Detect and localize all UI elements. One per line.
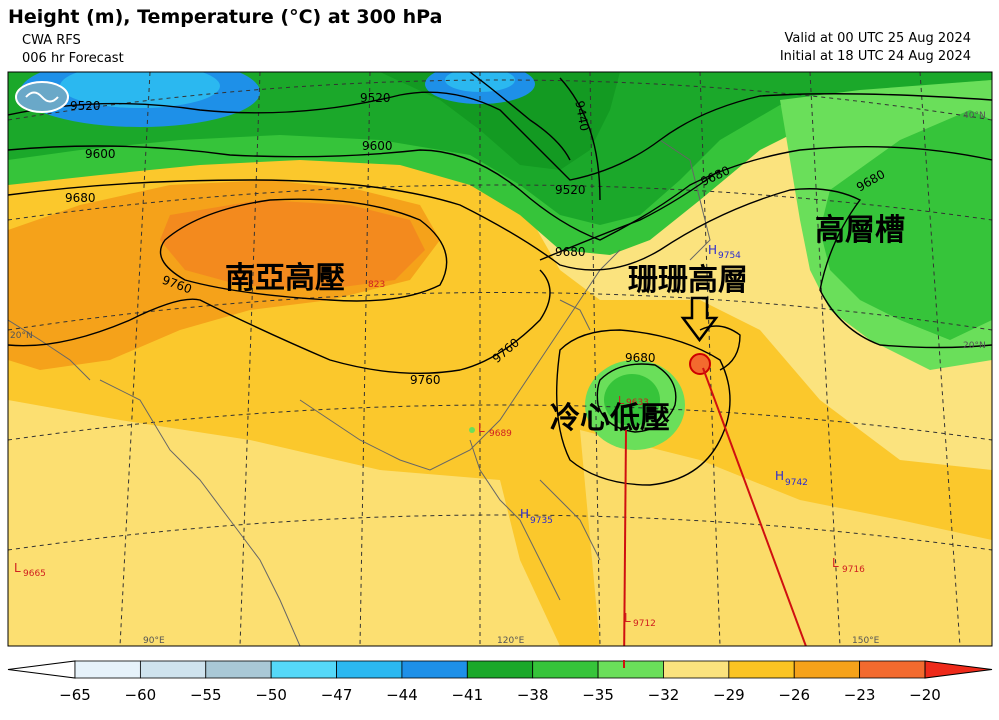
colorbar-ticks: −65 −60 −55 −50 −47 −44 −41 −38 −35 −32 −29 −26 −23 −…: [59, 686, 941, 704]
colorbar-tick-label: −29: [713, 686, 745, 704]
model-name: CWA RFS: [22, 33, 81, 48]
center-marker: L: [14, 561, 21, 575]
colorbar-segment: [728, 660, 795, 679]
red-pointer-line: [702, 367, 807, 646]
height-contours: [8, 72, 992, 486]
low-dot: [469, 427, 475, 433]
colorbar-tick-label: −23: [844, 686, 876, 704]
chart-title: Height (m), Temperature (°C) at 300 hPa: [8, 6, 443, 28]
colorbar: [7, 660, 993, 679]
colorbar-over-triangle: [924, 660, 993, 679]
initial-time: Initial at 18 UTC 24 Aug 2024: [779, 49, 971, 64]
center-marker: H: [708, 243, 717, 257]
colorbar-tick-label: −50: [255, 686, 287, 704]
colorbar-tick-label: −20: [909, 686, 941, 704]
colorbar-segment: [597, 660, 664, 679]
coastlines: [8, 139, 711, 646]
center-marker: L: [832, 556, 839, 570]
colorbar-segment: [270, 660, 337, 679]
lon-label: 150°E: [852, 636, 880, 646]
colorbar-tick-label: −44: [386, 686, 418, 704]
colorbar-segment: [466, 660, 534, 679]
contour-label: 9760: [410, 373, 441, 387]
graticule: [8, 72, 992, 646]
colorbar-tick-label: −41: [451, 686, 483, 704]
colorbar-segment: [139, 660, 207, 679]
annotation-cold-low: 冷心低壓: [550, 401, 670, 436]
contour-label: 9680: [555, 245, 586, 259]
center-value: 9735: [530, 516, 553, 526]
contour-label: 9440: [572, 100, 591, 133]
center-marker: L: [478, 421, 485, 435]
valid-time: Valid at 00 UTC 25 Aug 2024: [784, 31, 971, 46]
colorbar-tick-label: −26: [778, 686, 810, 704]
colorbar-segment: [205, 660, 272, 679]
field-ne-trough: [820, 110, 992, 340]
contour-label: 9520: [555, 183, 586, 197]
annotation-south-asia-high: 南亞高壓: [225, 261, 345, 296]
lat-label: 20°N: [10, 331, 33, 341]
colorbar-tick-label: −60: [125, 686, 157, 704]
lon-label: 90°E: [143, 636, 165, 646]
colorbar-tick-label: −65: [59, 686, 91, 704]
colorbar-under-triangle: [7, 660, 76, 679]
colorbar-tick-label: −32: [648, 686, 680, 704]
colorbar-segment: [532, 660, 599, 679]
center-value: 9716: [842, 565, 865, 575]
annotation-upper-trough: 高層槽: [815, 213, 905, 248]
contour-label: 9520: [70, 99, 101, 113]
center-marker: H: [520, 507, 529, 521]
field-cold-low-core: [604, 374, 660, 426]
field-southeast: [580, 430, 992, 646]
colorbar-segment: [336, 660, 403, 679]
arrow-down-icon: [680, 296, 719, 343]
center-marker: H: [775, 469, 784, 483]
colorbar-segment: [793, 660, 861, 679]
typhoon-circle-icon: [689, 353, 711, 375]
contour-label: 9680: [625, 351, 656, 365]
field-green-deep: [8, 72, 992, 225]
colorbar-tick-label: −55: [190, 686, 222, 704]
field-sah-core: [160, 200, 425, 290]
map-frame: [7, 71, 993, 647]
annotation-coral-high: 珊珊高層: [628, 263, 748, 298]
center-value: 9633: [626, 398, 649, 408]
contour-label: 9520: [360, 91, 391, 105]
center-value: 9742: [785, 478, 808, 488]
colorbar-tick-label: −47: [321, 686, 353, 704]
colorbar-segment: [401, 660, 468, 679]
center-value: 823: [368, 280, 385, 290]
center-value: 9689: [489, 429, 512, 439]
field-south: [8, 400, 560, 646]
lat-label: 40°N: [963, 111, 986, 121]
lon-label: 120°E: [497, 636, 525, 646]
forecast-hour: 006 hr Forecast: [22, 51, 124, 66]
contour-label: 9600: [85, 147, 116, 161]
colorbar-tick-label: −35: [582, 686, 614, 704]
lat-label: 20°N: [963, 341, 986, 351]
colorbar-segment: [859, 660, 926, 679]
center-value: 9712: [633, 619, 656, 629]
red-pointer-line: [623, 429, 627, 646]
center-value: 9754: [718, 251, 741, 261]
cwa-logo-icon: [15, 81, 69, 113]
center-value: 9665: [23, 569, 46, 579]
map-field: 9520 9600 9680 9440 9520 9600 9680 9520 …: [8, 72, 992, 646]
center-marker: L: [624, 611, 631, 625]
colorbar-tick-label: −38: [517, 686, 549, 704]
center-marker: L: [618, 394, 625, 407]
colorbar-segment: [663, 660, 730, 679]
contour-label: 9680: [65, 191, 96, 205]
colorbar-segment: [74, 660, 141, 679]
contour-label: 9600: [362, 139, 393, 153]
field-blue-west-core: [60, 72, 220, 108]
